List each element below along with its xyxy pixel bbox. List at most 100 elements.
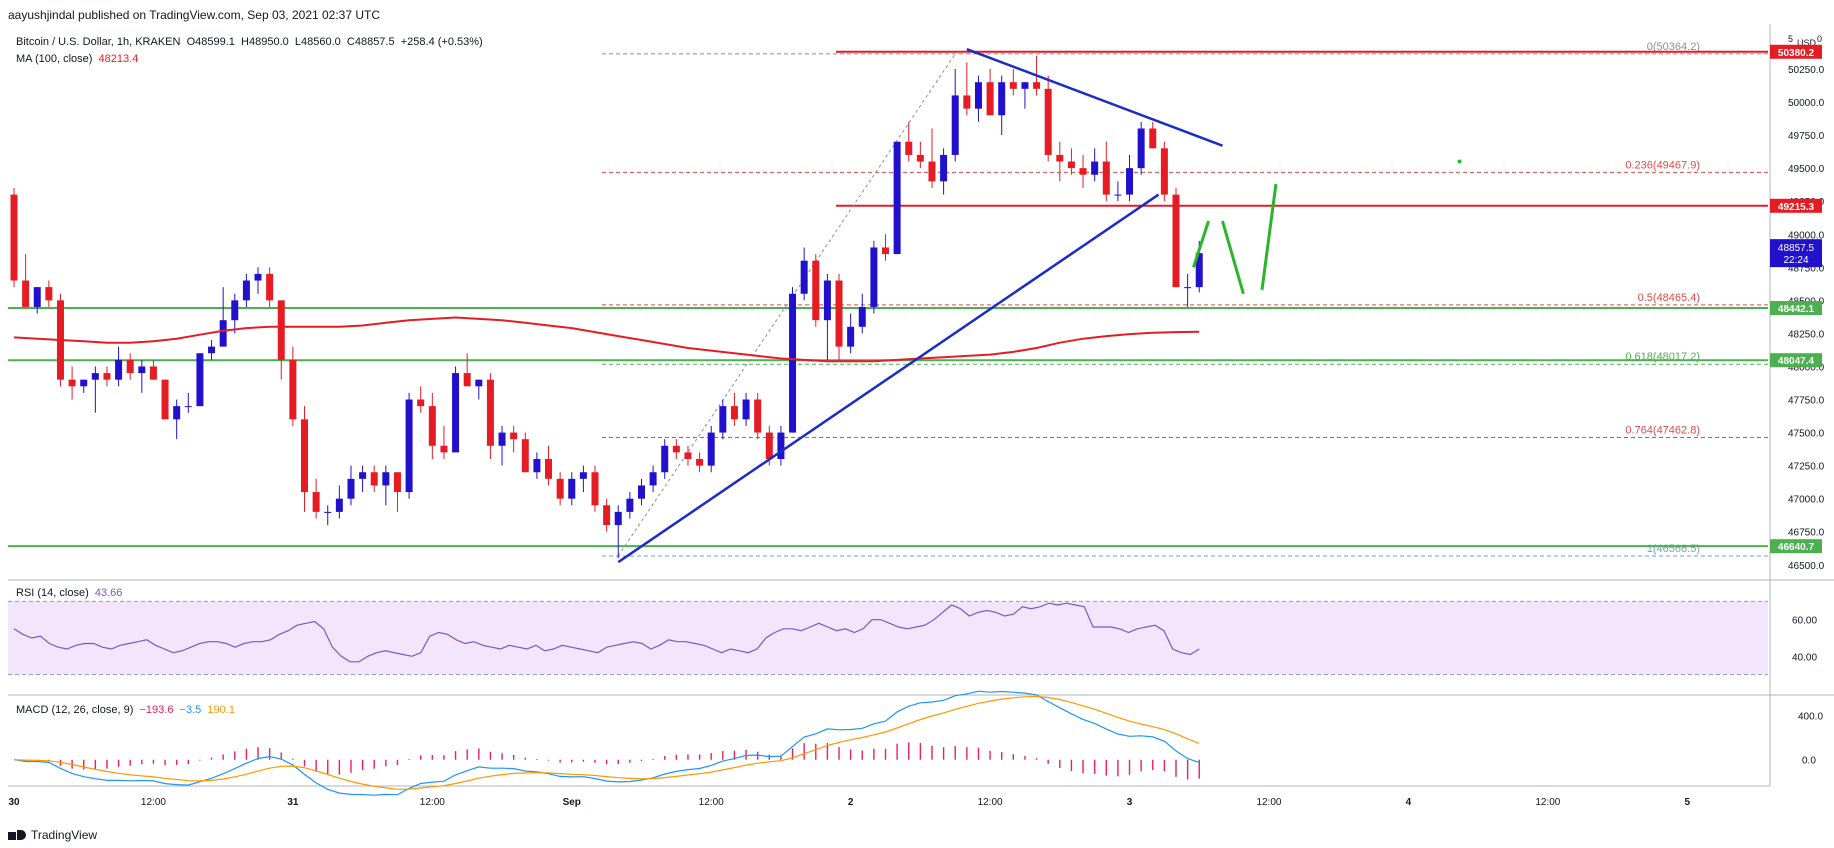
brand-name: TradingView [31,828,98,842]
axis-top-label: 0 [1817,34,1822,44]
candle-bearish [1033,82,1041,89]
y-tick-label: 47000.0 [1788,495,1825,506]
y-tick-label: 50000.0 [1788,98,1825,109]
candle-bullish [335,498,343,512]
candle-bullish [208,346,216,354]
candle-bearish [905,141,913,155]
candle-bearish [289,359,297,420]
fib-level-label: 0.236(49467.9) [1625,159,1700,171]
ascending-trendline [617,193,1160,564]
fib-trend-line [617,53,956,557]
candle-bearish [882,247,889,255]
fib-level-label: 0.618(48017.2) [1625,351,1700,363]
macd-signal-value: 190.1 [207,704,235,716]
price-level-tag-label: 49215.3 [1778,202,1815,213]
candle-bullish [637,485,645,499]
x-tick-label: 30 [8,797,20,808]
candle-bullish [219,320,227,347]
candle-bearish [765,432,773,460]
candle-bearish [1160,148,1168,195]
ma-legend: MA (100, close) 48213.4 [16,53,138,65]
price-level-tag [1770,44,1822,59]
candle-bullish [707,432,715,466]
rsi-value: 43.66 [94,587,123,599]
ma-value: 48213.4 [98,53,139,65]
close-value: C48857.5 [346,36,395,48]
fib-level-label: 0(50364.2) [1647,41,1700,53]
axis-top-label: 5 [1788,34,1793,44]
macd-line [13,690,1200,796]
symbol-legend: Bitcoin / U.S. Dollar, 1h, KRAKEN O48599… [16,36,483,48]
candle-bearish [1009,82,1017,89]
candle-bullish [91,373,99,380]
candle-bullish [940,154,948,182]
rsi-label: RSI (14, close) [16,587,89,599]
candle-bearish [1102,161,1110,195]
macd-line-value: −3.5 [179,704,202,716]
candle-bullish [80,379,88,387]
price-level-tag [1770,353,1822,368]
y-tick-label: 48250.0 [1788,329,1825,340]
candle-bullish [568,478,576,499]
candle-bullish [115,359,123,380]
candle-bearish [1079,168,1087,175]
tradingview-logo-icon [8,830,26,840]
candle-bearish [835,280,843,347]
open-value: O48599.1 [186,36,235,48]
candle-bullish [231,300,239,321]
y-tick-label: 46750.0 [1788,528,1825,539]
candle-bearish [277,300,285,360]
rsi-legend: RSI (14, close) 43.66 [16,587,122,599]
candle-bearish [301,419,308,493]
candle-bearish [812,260,820,321]
candle-bullish [579,472,587,479]
candle-bullish [382,472,390,486]
candle-bullish [661,445,669,473]
candle-bullish [858,306,866,327]
fib-level-label: 0.5(48465.4) [1638,292,1700,304]
fib-level-label: 0.764(47462.8) [1625,424,1700,436]
y-tick-label: 47250.0 [1788,462,1825,473]
candle-bullish [242,280,250,301]
candle-bullish [789,293,797,433]
rsi-band [8,601,1768,675]
countdown-label: 22:24 [1783,255,1808,266]
candle-bullish [33,287,41,307]
macd-label: MACD (12, 26, close, 9) [16,704,134,716]
candle-bearish [22,280,30,307]
candle-bearish [521,439,529,473]
projection-stroke [1221,220,1245,295]
y-tick-label: 48000.0 [1788,362,1825,373]
candle-bullish [184,406,192,408]
x-tick-label: 5 [1684,797,1690,808]
candle-bullish [614,511,622,526]
projection-stroke [1192,220,1210,268]
candle-bearish [161,379,169,420]
candle-bullish [800,260,808,294]
candle-bearish [266,273,274,301]
candle-bullish [951,95,959,155]
x-tick-label: Sep [563,797,581,808]
macd-hist-value: −193.6 [139,704,174,716]
price-level-tag-label: 50380.2 [1778,48,1815,59]
descending-trendline [966,47,1223,147]
candle-bearish [370,472,378,486]
macd-tick-label: 400.0 [1798,712,1823,723]
price-level-tag-label: 48047.4 [1778,356,1815,367]
x-tick-label: 12:00 [978,797,1003,808]
projection-dot [1457,159,1462,164]
x-tick-label: 12:00 [141,797,166,808]
candle-bullish [742,399,750,420]
footer-brand[interactable]: TradingView [8,828,97,842]
candle-bearish [428,406,436,446]
candle-bullish [974,82,982,109]
candle-bearish [10,194,18,281]
candle-bearish [603,505,611,526]
candle-bearish [126,359,134,374]
y-tick-label: 50250.0 [1788,65,1825,76]
y-tick-label: 47500.0 [1788,429,1825,440]
candle-bullish [254,273,262,281]
x-tick-label: 12:00 [699,797,724,808]
candle-bearish [68,379,76,387]
